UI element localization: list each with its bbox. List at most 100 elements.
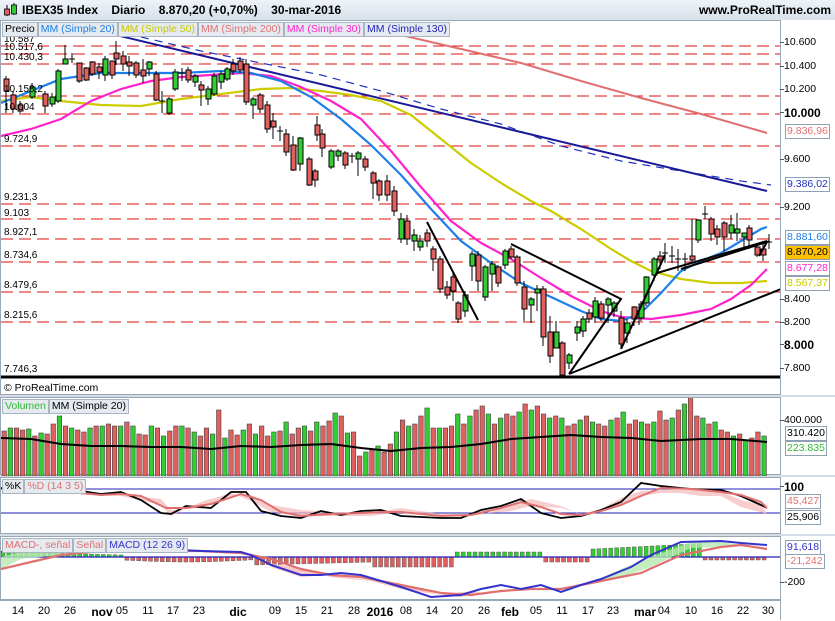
chart-title: IBEX35 Index Diario 8.870,20 (+0,70%) 30… [22, 3, 351, 17]
level-8927-1: 8.927,1 [4, 227, 38, 238]
level-8215-6: 8.215,6 [4, 310, 38, 321]
x-tick-label: dic [229, 605, 247, 619]
x-tick-label: 09 [268, 605, 282, 617]
support-resistance-levels [1, 45, 781, 323]
x-tick-label: 30 [761, 605, 775, 617]
y-tick-7800: 7.800 [779, 362, 811, 374]
macd-hist-value-box: -21,242 [785, 554, 825, 569]
level-10430-3: 10.430,3 [4, 52, 43, 63]
x-tick-label: 14 [11, 605, 25, 617]
legend-volume-mm20[interactable]: MM (Simple 20) [48, 399, 129, 414]
x-tick-label: 28 [347, 605, 361, 617]
x-tick-label: 22 [736, 605, 750, 617]
y-tick-400000: 400.000 [780, 414, 822, 426]
stochastic-panel[interactable]: %K %D (14 3 5) [0, 477, 781, 534]
x-tick-label: 08 [399, 605, 413, 617]
level-9724-9: 9.724,9 [4, 134, 38, 145]
y-tick-10200: 10.200 [779, 83, 817, 95]
legend-mm130[interactable]: MM (Simple 130) [364, 22, 450, 37]
legend-mm50[interactable]: MM (Simple 50) [117, 22, 198, 37]
legend-mm20[interactable]: MM (Simple 20) [37, 22, 118, 37]
legend-macd-hist[interactable]: MACD-, señal [2, 538, 74, 553]
mm50-value-box: 8.567,37 [785, 276, 830, 291]
x-tick-label: 21 [320, 605, 334, 617]
legend-k[interactable]: %K [2, 479, 25, 494]
x-tick-label: 23 [192, 605, 206, 617]
period-label: Diario [111, 3, 146, 17]
macd-legend: MACD-, señal Señal MACD (12 26 9) [2, 538, 189, 553]
level-9103: 9.103 [4, 208, 30, 219]
mm20-value-box: 8.881,60 [785, 230, 830, 245]
level-8479-6: 8.479,6 [4, 280, 38, 291]
level-10587: 10.587 [4, 34, 35, 45]
y-tick-8400: 8.400 [779, 293, 811, 305]
macd-value-box: 91,618 [785, 540, 822, 555]
x-tick-label: 05 [115, 605, 129, 617]
x-tick-label: 04 [657, 605, 671, 617]
price-panel[interactable]: Precio MM (Simple 20) MM (Simple 50) MM … [0, 20, 781, 395]
x-tick-label: 10 [684, 605, 698, 617]
x-tick-label: 11 [556, 605, 568, 617]
y-tick-8200: 8.200 [779, 316, 811, 328]
x-tick-label: 20 [37, 605, 51, 617]
y-tick-10000: 10.000 [780, 106, 821, 120]
volume-legend: Volumen MM (Simple 20) [2, 399, 129, 414]
price-chart-svg [1, 22, 781, 379]
stoch-k-value-box: 25,906 [785, 510, 822, 525]
volume-ma-value-box: 310.420 [785, 426, 827, 441]
stochastic-y-axis[interactable]: 100 45,427 25,906 [779, 477, 835, 534]
y-tick-10400: 10.400 [779, 60, 817, 72]
volume-chart-svg [1, 398, 768, 476]
y-tick-minus200: -200 [779, 576, 806, 588]
title-bar: IBEX35 Index Diario 8.870,20 (+0,70%) 30… [0, 0, 835, 21]
x-tick-label: feb [501, 605, 519, 619]
level-9231-3: 9.231,3 [4, 192, 38, 203]
date-x-axis[interactable]: 14 20 26 nov 05 11 17 23 dic 09 15 21 28 2016 08 14 20 26… [0, 600, 780, 621]
x-tick-label: 15 [294, 605, 308, 617]
mm130-value-box: 9.386,02 [785, 177, 830, 192]
x-tick-label: 11 [142, 605, 154, 617]
price-y-axis[interactable]: 10.600 10.400 10.200 10.000 9.836,96 9.6… [779, 20, 835, 395]
level-10517-6: 10.517,6 [4, 42, 43, 53]
x-tick-label: 17 [581, 605, 595, 617]
legend-mm200[interactable]: MM (Simple 200) [197, 22, 284, 37]
y-tick-9200: 9.200 [779, 201, 811, 213]
macd-panel[interactable]: MACD-, señal Señal MACD (12 26 9) [0, 536, 781, 600]
volume-panel[interactable]: Volumen MM (Simple 20) [0, 397, 781, 476]
y-tick-100: 100 [779, 480, 805, 494]
macd-y-axis[interactable]: 91,618 -21,242 -200 [779, 536, 835, 600]
mm30-value-box: 8.677,28 [785, 261, 830, 276]
x-tick-label: mar [633, 605, 657, 619]
legend-macd[interactable]: MACD (12 26 9) [106, 538, 189, 553]
instrument-name: IBEX35 Index [22, 3, 99, 17]
candles [3, 41, 772, 377]
volume-y-axis[interactable]: 400.000 310.420 223.835 [780, 397, 835, 475]
volume-value-box: 223.835 [785, 441, 827, 456]
legend-signal[interactable]: Señal [73, 538, 107, 553]
stochastic-chart-svg [1, 482, 781, 519]
x-tick-label: 23 [606, 605, 620, 617]
y-tick-9600: 9.600 [779, 153, 811, 165]
site-link[interactable]: www.ProRealTime.com [698, 3, 831, 17]
candlestick-logo-icon [4, 3, 17, 16]
trendlines [426, 221, 781, 375]
macd-chart-svg [1, 539, 781, 599]
x-tick-label: 26 [477, 605, 491, 617]
y-tick-10600: 10.600 [779, 36, 817, 48]
level-7746-3: 7.746,3 [4, 364, 38, 375]
legend-mm30[interactable]: MM (Simple 30) [283, 22, 365, 37]
x-tick-label: 16 [710, 605, 724, 617]
level-10004: 10.004 [4, 102, 35, 113]
mm200-value-box: 9.836,96 [785, 124, 830, 139]
x-tick-label: 26 [63, 605, 77, 617]
legend-volumen[interactable]: Volumen [2, 399, 49, 414]
level-8734-6: 8.734,6 [4, 250, 38, 261]
x-tick-label: 14 [425, 605, 439, 617]
copyright-label: © ProRealTime.com [4, 382, 99, 394]
x-tick-label: nov [91, 605, 113, 619]
stoch-d-value-box: 45,427 [785, 494, 822, 509]
legend-precio[interactable]: Precio [2, 22, 38, 37]
axis-corner [780, 600, 835, 620]
legend-d[interactable]: %D (14 3 5) [24, 479, 87, 494]
